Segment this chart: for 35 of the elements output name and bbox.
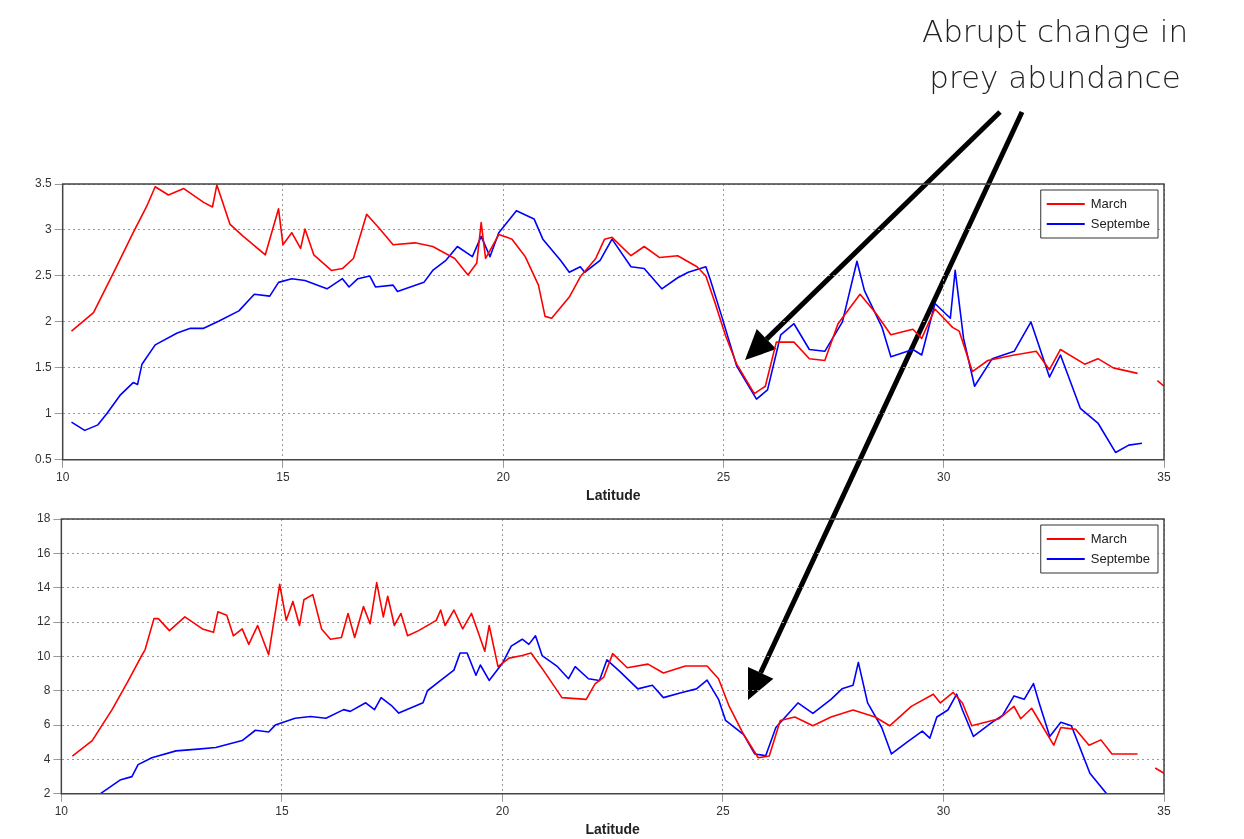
- y-tick-label: 4: [43, 751, 51, 766]
- x-tick-label: 25: [716, 470, 731, 485]
- y-tick-label: 6: [43, 717, 51, 732]
- y-tick-label: 3: [44, 222, 52, 237]
- y-tick-label: 2: [43, 786, 51, 801]
- legend-label: Septembe: [1090, 215, 1150, 231]
- legend-label: Septembe: [1090, 550, 1150, 566]
- x-tick-label: 20: [495, 804, 510, 819]
- x-tick-label: 35: [1157, 470, 1171, 485]
- y-tick-label: 2.5: [34, 268, 52, 283]
- legend-label: March: [1090, 195, 1127, 211]
- y-tick-label: 2: [44, 314, 52, 329]
- y-tick-label: 14: [36, 580, 51, 595]
- x-tick-label: 10: [54, 804, 69, 819]
- y-tick-label: 1: [44, 406, 52, 421]
- y-tick-label: 12: [36, 614, 51, 629]
- x-tick-label: 15: [276, 470, 290, 485]
- x-tick-label: 30: [937, 470, 951, 485]
- y-tick-label: 18: [36, 511, 51, 526]
- x-tick-label: 25: [716, 804, 730, 819]
- x-tick-label: 20: [496, 470, 511, 485]
- y-tick-label: 16: [36, 545, 51, 560]
- legend-label: March: [1090, 530, 1127, 546]
- x-axis-title: Latitude: [586, 487, 641, 504]
- x-axis-title: Latitude: [585, 821, 641, 838]
- x-tick-label: 15: [275, 804, 289, 819]
- y-tick-label: 1.5: [34, 360, 52, 375]
- x-tick-label: 10: [56, 470, 70, 485]
- x-tick-label: 30: [936, 804, 951, 819]
- text: Abrupt change in prey abundance: [920, 12, 1190, 97]
- x-tick-label: 35: [1157, 804, 1171, 819]
- y-tick-label: 8: [43, 683, 51, 698]
- y-tick-label: 0.5: [34, 452, 52, 467]
- y-tick-label: 3.5: [34, 176, 52, 191]
- y-tick-label: 10: [36, 648, 51, 663]
